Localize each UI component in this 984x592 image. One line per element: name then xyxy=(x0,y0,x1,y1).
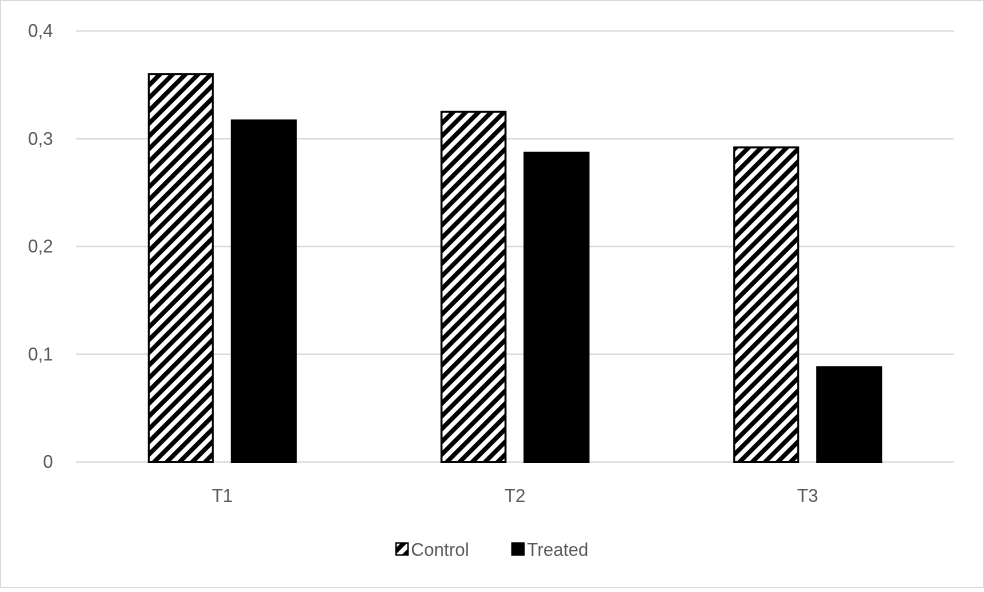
y-tick-label: 0,1 xyxy=(28,344,53,364)
bar-treated-t2 xyxy=(523,151,590,463)
bar-treated-t3 xyxy=(816,366,883,463)
gridlines xyxy=(76,30,954,463)
legend-label-treated: Treated xyxy=(527,540,588,560)
x-tick-label: T2 xyxy=(504,486,525,506)
y-tick-label: 0,2 xyxy=(28,237,53,257)
bar-control-t1 xyxy=(147,73,214,463)
y-axis-tick-labels: 0 0,1 0,2 0,3 0,4 xyxy=(28,21,53,472)
bar-treated-t1 xyxy=(230,119,297,464)
x-axis-tick-labels: T1 T2 T3 xyxy=(212,486,818,506)
legend-swatch-control xyxy=(395,542,409,556)
y-tick-label: 0,3 xyxy=(28,129,53,149)
bar-control-t3 xyxy=(733,146,800,463)
bars xyxy=(147,73,883,464)
x-tick-label: T3 xyxy=(797,486,818,506)
legend: Control Treated xyxy=(395,540,588,560)
legend-label-control: Control xyxy=(411,540,469,560)
x-tick-label: T1 xyxy=(212,486,233,506)
y-tick-label: 0,4 xyxy=(28,21,53,41)
bar-control-t2 xyxy=(440,110,507,463)
legend-swatch-treated xyxy=(511,542,525,556)
y-tick-label: 0 xyxy=(43,452,53,472)
